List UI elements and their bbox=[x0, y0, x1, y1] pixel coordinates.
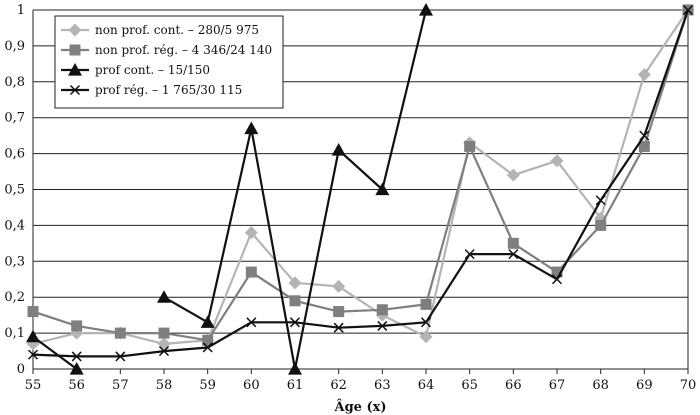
x-tick-label: 65 bbox=[461, 378, 478, 393]
x-tick-label: 57 bbox=[112, 378, 129, 393]
x-tick-label: 61 bbox=[287, 378, 304, 393]
x-tick-label: 64 bbox=[418, 378, 435, 393]
series-line-2 bbox=[32, 9, 690, 342]
y-tick-label: 0,8 bbox=[4, 75, 25, 90]
series-4-point bbox=[27, 349, 39, 360]
series-2-point bbox=[114, 327, 126, 339]
series-4-point bbox=[420, 317, 432, 328]
y-tick-label: 0,7 bbox=[4, 111, 25, 126]
x-tick-label: 66 bbox=[505, 378, 522, 393]
x-tick-label: 68 bbox=[592, 378, 609, 393]
series-2-point bbox=[507, 237, 519, 249]
series-4-point bbox=[158, 346, 170, 357]
series-1-point bbox=[419, 330, 433, 344]
y-tick-label: 0,6 bbox=[4, 147, 25, 162]
series-3-point bbox=[244, 121, 259, 135]
x-tick-label: 67 bbox=[549, 378, 566, 393]
y-tick-label: 0,1 bbox=[4, 326, 25, 341]
series-2-point bbox=[245, 266, 257, 278]
series-3-point bbox=[26, 329, 40, 343]
series-4-point bbox=[595, 195, 606, 206]
legend-label-4: prof rég. – 1 765/30 115 bbox=[95, 83, 242, 97]
series-3-point bbox=[69, 362, 84, 375]
series-4-point bbox=[464, 249, 475, 260]
series-2-point bbox=[333, 306, 345, 318]
x-tick-label: 60 bbox=[243, 378, 260, 393]
series-2-point bbox=[289, 295, 301, 307]
series-2-point bbox=[202, 334, 214, 346]
series-1-point bbox=[550, 154, 564, 168]
series-4-point bbox=[377, 320, 388, 331]
series-3-point bbox=[375, 182, 390, 196]
series-1-point bbox=[637, 68, 651, 82]
series-2-point bbox=[158, 327, 170, 339]
legend-label-2: non prof. rég. – 4 346/24 140 bbox=[95, 43, 272, 57]
y-tick-label: 0,4 bbox=[4, 218, 25, 233]
series-4-point bbox=[202, 342, 213, 353]
x-tick-label: 62 bbox=[330, 378, 347, 393]
series-line-4 bbox=[32, 9, 690, 358]
series-3-point bbox=[157, 290, 171, 303]
legend-marker-1 bbox=[68, 23, 82, 37]
legend-marker-3 bbox=[68, 63, 82, 76]
legend-marker-2 bbox=[69, 44, 81, 56]
legend-label-3: prof cont. – 15/150 bbox=[95, 63, 210, 77]
series-2-point bbox=[376, 304, 388, 316]
series-2-point bbox=[420, 298, 432, 310]
series-line-1 bbox=[32, 9, 689, 345]
series-4-point bbox=[333, 322, 344, 333]
y-tick-label: 1 bbox=[17, 3, 25, 18]
y-tick-label: 0,3 bbox=[4, 254, 25, 269]
x-tick-label: 59 bbox=[199, 378, 216, 393]
x-tick-label: 58 bbox=[156, 378, 173, 393]
x-axis-title: Âge (x) bbox=[333, 399, 386, 415]
series-2-point bbox=[595, 219, 607, 231]
series-4-point bbox=[115, 351, 126, 362]
series-4-point bbox=[246, 317, 257, 328]
series-1-point bbox=[157, 337, 171, 351]
x-tick-label: 63 bbox=[374, 378, 391, 393]
series-4-point bbox=[639, 130, 650, 141]
y-tick-label: 0 bbox=[17, 362, 25, 377]
series-1-point bbox=[506, 168, 520, 182]
series-3-point bbox=[419, 3, 433, 16]
x-tick-label: 70 bbox=[680, 378, 697, 393]
series-2-point bbox=[551, 266, 563, 278]
series-4-point bbox=[508, 249, 519, 260]
x-tick-label: 56 bbox=[68, 378, 85, 393]
series-2-point bbox=[638, 140, 650, 152]
series-4-point bbox=[551, 274, 563, 285]
series-4-point bbox=[289, 317, 301, 328]
y-tick-label: 0,5 bbox=[4, 183, 25, 198]
y-tick-label: 0,2 bbox=[4, 290, 25, 305]
series-3-point bbox=[288, 362, 302, 375]
x-tick-label: 69 bbox=[636, 378, 653, 393]
series-2-point bbox=[464, 140, 476, 152]
legend-label-1: non prof. cont. – 280/5 975 bbox=[95, 23, 259, 37]
series-2-point bbox=[71, 320, 83, 332]
series-4-point bbox=[71, 351, 82, 362]
series-1-point bbox=[288, 276, 302, 290]
series-3-point bbox=[331, 143, 346, 156]
series-3-point bbox=[200, 315, 215, 328]
y-tick-label: 0,9 bbox=[4, 39, 25, 54]
series-1-point bbox=[332, 279, 346, 293]
legend-marker-4 bbox=[69, 84, 81, 96]
series-4-point bbox=[682, 4, 694, 16]
legend-box bbox=[54, 15, 284, 109]
series-2-point bbox=[27, 306, 39, 318]
x-tick-label: 55 bbox=[25, 378, 42, 393]
series-1-point bbox=[244, 226, 258, 240]
